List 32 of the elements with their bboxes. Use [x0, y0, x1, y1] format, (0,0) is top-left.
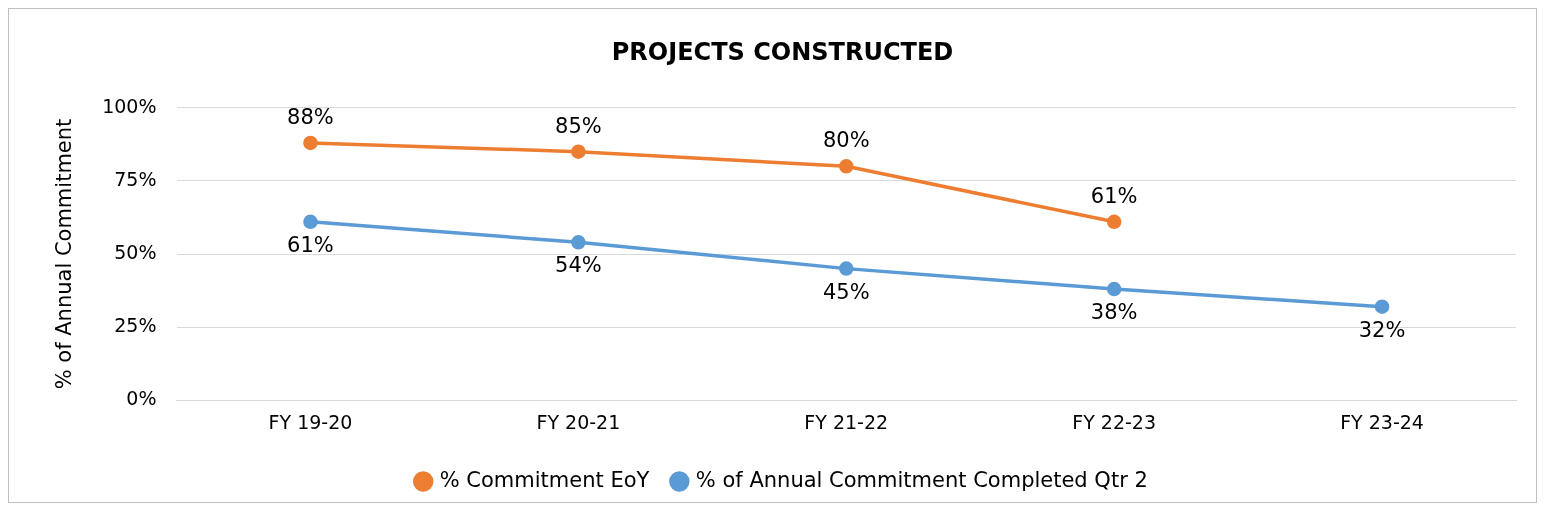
- point: [571, 144, 586, 159]
- legend-label: % Commitment EoY: [439, 467, 650, 492]
- legend-label: % of Annual Commitment Completed Qtr 2: [695, 467, 1148, 492]
- data-label: 61%: [287, 232, 334, 257]
- y-tick-label: 100%: [102, 94, 157, 117]
- point: [571, 235, 586, 250]
- x-tick-label: FY 22-23: [1072, 410, 1157, 433]
- point: [839, 261, 854, 276]
- chart-title: PROJECTS CONSTRUCTED: [611, 37, 954, 66]
- y-tick-label: 50%: [114, 240, 157, 263]
- data-label: 38%: [1090, 300, 1138, 325]
- data-label: 32%: [1358, 317, 1406, 342]
- point: [839, 159, 854, 174]
- point: [303, 135, 318, 151]
- point: [1106, 214, 1122, 230]
- data-label: 88%: [287, 104, 334, 129]
- data-label: 45%: [822, 279, 870, 304]
- y-tick-label: 25%: [114, 314, 157, 337]
- x-tick-label: FY 23-24: [1340, 410, 1424, 433]
- y-tick-label: 0%: [126, 387, 157, 410]
- data-label: 54%: [555, 253, 602, 278]
- data-label: 85%: [555, 113, 602, 138]
- data-label: 80%: [822, 128, 870, 153]
- y-axis-title: % of Annual Commitment: [52, 118, 77, 390]
- point: [1106, 281, 1122, 297]
- point: [303, 214, 318, 230]
- point: [1374, 299, 1390, 314]
- x-tick-label: FY 20-21: [536, 410, 621, 433]
- y-tick-label: 75%: [114, 167, 157, 190]
- x-tick-label: FY 21-22: [804, 410, 889, 433]
- data-label: 61%: [1090, 183, 1138, 208]
- x-tick-label: FY 19-20: [268, 410, 353, 433]
